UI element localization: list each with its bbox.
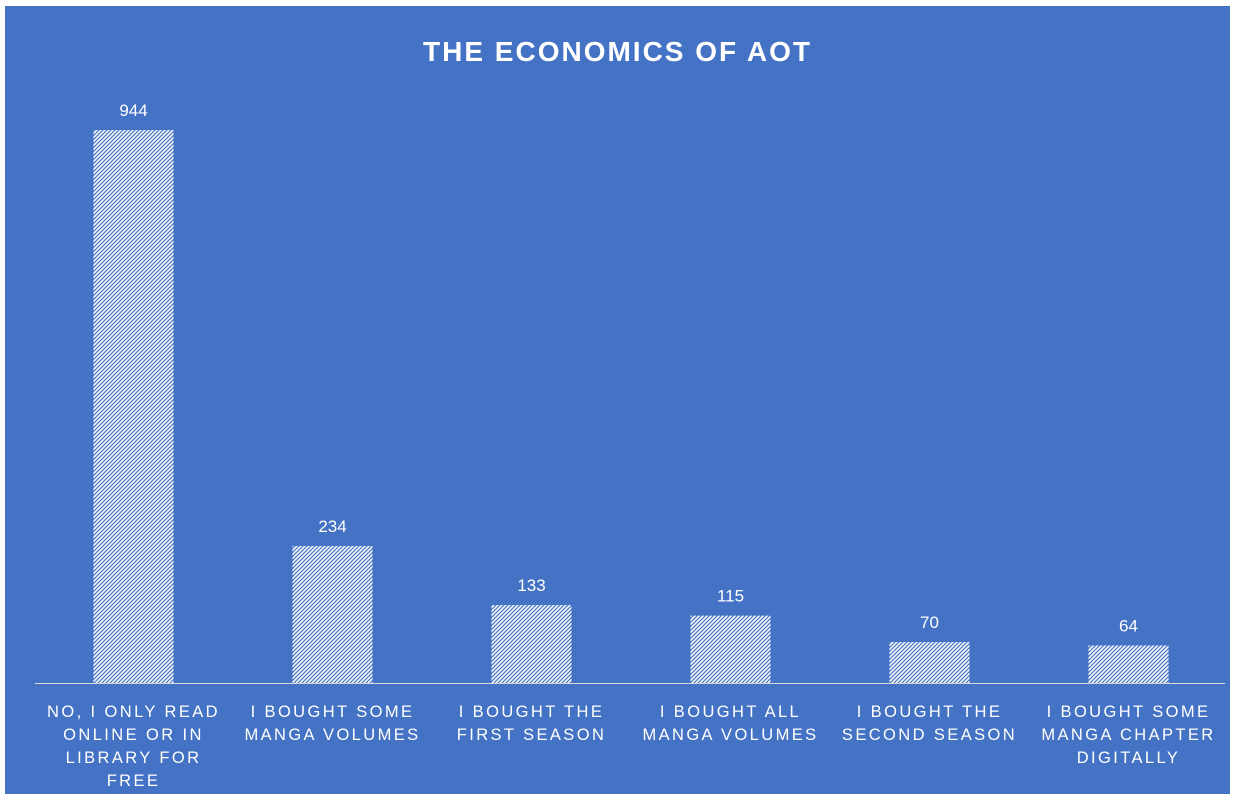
category-label-line: NO, I ONLY READ <box>47 703 220 721</box>
category-label-6: I BOUGHT SOME MANGA CHAPTER DIGITALLY <box>1029 701 1229 770</box>
category-label-line: MANGA VOLUMES <box>642 726 819 744</box>
category-label-4: I BOUGHT ALL MANGA VOLUMES <box>631 701 831 747</box>
category-label-1: NO, I ONLY READ ONLINE OR IN LIBRARY FOR FR… <box>34 701 234 793</box>
bar-2 <box>292 545 373 683</box>
category-label-3: I BOUGHT THE FIRST SEASON <box>432 701 632 747</box>
category-label-line: I BOUGHT THE <box>856 703 1003 721</box>
category-label-line: I BOUGHT SOME <box>250 703 415 721</box>
category-label-line: MANGA CHAPTER <box>1041 726 1216 744</box>
category-label-5: I BOUGHT THE SECOND SEASON <box>830 701 1030 747</box>
category-label-line: I BOUGHT ALL <box>659 703 802 721</box>
category-label-line: ONLINE OR IN <box>63 726 204 744</box>
bars-group <box>93 130 1169 683</box>
category-label-line: I BOUGHT SOME <box>1046 703 1211 721</box>
chart-panel: THE ECONOMICS OF AOT 944 234 133 115 70 64 NO… <box>5 6 1230 794</box>
category-label-line: SECOND SEASON <box>841 726 1018 744</box>
data-label-6: 64 <box>1119 617 1138 636</box>
category-label-2: I BOUGHT SOME MANGA VOLUMES <box>233 701 433 747</box>
bar-chart: 944 234 133 115 70 64 <box>35 101 1225 684</box>
chart-title: THE ECONOMICS OF AOT <box>423 36 812 67</box>
bar-6 <box>1088 645 1169 683</box>
bar-4 <box>690 615 771 683</box>
bar-1 <box>93 130 174 683</box>
data-label-5: 70 <box>920 613 939 632</box>
data-label-2: 234 <box>318 517 346 536</box>
data-label-4: 115 <box>717 587 744 606</box>
category-label-line: FIRST SEASON <box>456 726 607 744</box>
category-label-line: FREE <box>106 772 161 790</box>
category-label-line: MANGA VOLUMES <box>244 726 421 744</box>
bar-5 <box>889 641 970 683</box>
data-label-3: 133 <box>517 576 545 595</box>
category-label-line: LIBRARY FOR <box>65 749 202 767</box>
bar-3 <box>491 605 572 683</box>
category-label-line: DIGITALLY <box>1076 749 1181 767</box>
data-label-1: 944 <box>119 101 147 120</box>
value-labels-group: 944 234 133 115 70 64 <box>119 101 1138 636</box>
category-label-line: I BOUGHT THE <box>458 703 605 721</box>
